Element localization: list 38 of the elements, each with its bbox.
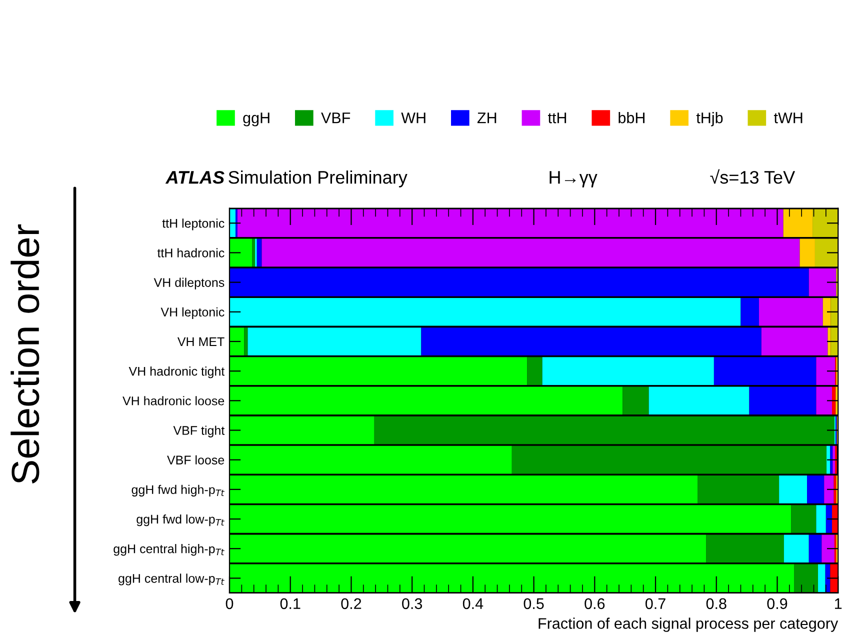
y-tick-label: ttH leptonic [162, 218, 224, 230]
legend-label: WH [401, 112, 426, 124]
legend-label: tHjb [696, 112, 723, 126]
text: ATLAS [165, 170, 224, 184]
x-tick-label: 0.9 [767, 598, 788, 610]
y-tick-label: VH hadronic tight [128, 366, 225, 378]
legend-label: bbH [618, 112, 644, 124]
text: Simulation Preliminary [228, 170, 408, 188]
x-tick-label: 0 [226, 598, 234, 610]
y-tick-label: VH hadronic loose [122, 396, 224, 406]
legend-label: ZH [477, 112, 496, 124]
x-tick-label: 0.1 [280, 598, 300, 610]
y-tick-label: VBF tight [173, 426, 225, 438]
x-tick-label: 0.7 [646, 598, 666, 610]
y-tick-label: VH dileptons [154, 278, 224, 290]
x-tick-label: 0.6 [584, 598, 605, 610]
legend-label: tWH [774, 112, 802, 124]
x-tick-label: 0.2 [341, 598, 362, 610]
y-tick-label: ggH fwd high-p$_{Tt}$ [132, 484, 225, 497]
y-tick-label: VH leptonic [160, 307, 224, 320]
y-tick-label: ggH fwd low-p$_{Tt}$ [136, 514, 224, 526]
legend-label: ttH [548, 112, 566, 124]
text: H→γγ [550, 171, 598, 188]
y-axis-title: Selection order [10, 224, 40, 484]
x-tick-label: 0.4 [462, 598, 484, 610]
legend-label: VBF [321, 112, 350, 124]
x-tick-label: 1 [835, 598, 842, 609]
x-tick-label: 0.3 [402, 598, 422, 610]
x-axis-title: Fraction of each signal process per category [538, 618, 838, 632]
y-tick-label: ggH central low-p$_{Tt}$ [118, 574, 224, 586]
x-tick-label: 0.8 [706, 598, 726, 610]
legend-label: ggH [243, 112, 270, 126]
y-tick-label: ggH central high-p$_{Tt}$ [114, 544, 224, 556]
y-tick-label: ttH hadronic [157, 248, 224, 258]
x-tick-label: 0.5 [524, 598, 544, 610]
text: √s=13 TeV [710, 169, 796, 184]
y-tick-label: VBF loose [167, 455, 224, 464]
y-tick-label: VH MET [177, 337, 224, 346]
